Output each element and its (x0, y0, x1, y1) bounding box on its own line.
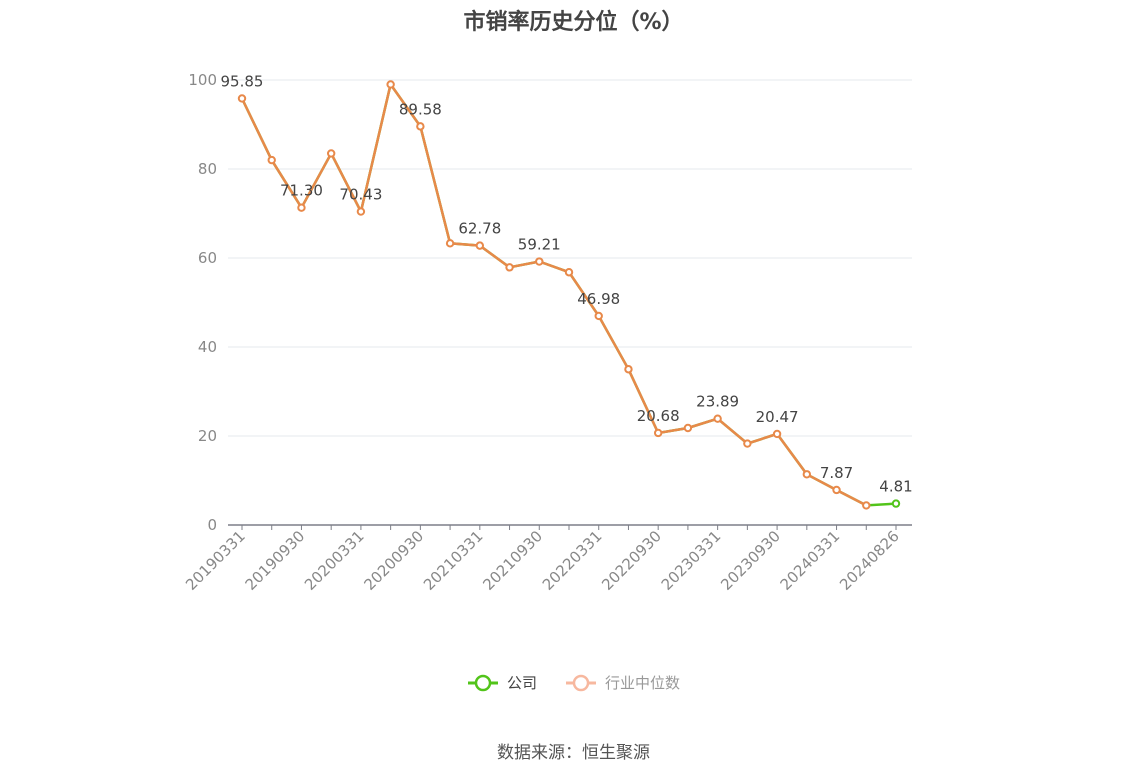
legend: 公司 行业中位数 (0, 672, 1147, 693)
data-point-company (594, 311, 603, 321)
y-tick-label: 40 (198, 338, 217, 356)
data-point-company (772, 429, 782, 439)
data-point-company (832, 485, 841, 495)
data-point-company (505, 263, 514, 272)
data-label: 7.87 (820, 464, 853, 482)
x-tick-label: 20200331 (301, 527, 368, 594)
legend-item-company[interactable]: 公司 (467, 672, 537, 693)
x-tick-label: 20190331 (182, 527, 249, 594)
data-label: 20.68 (637, 407, 680, 425)
y-tick-label: 80 (198, 160, 217, 178)
legend-item-industry[interactable]: 行业中位数 (565, 672, 680, 693)
data-point-company (326, 149, 336, 158)
data-point-company (802, 470, 812, 479)
x-tick-label: 20220331 (539, 527, 606, 594)
x-tick-label: 20230930 (717, 527, 784, 594)
data-point-company (862, 501, 871, 510)
data-label: 46.98 (577, 290, 620, 308)
data-point-company (624, 365, 633, 374)
y-tick-label: 60 (198, 249, 217, 267)
data-point-company (297, 203, 306, 212)
data-label: 70.43 (339, 186, 382, 204)
data-label: 71.30 (280, 182, 323, 200)
data-point-company (445, 239, 455, 248)
chart-title: 市销率历史分位（%） (463, 10, 684, 35)
x-tick-label: 20220930 (598, 527, 665, 594)
legend-industry-label: 行业中位数 (605, 674, 681, 692)
data-label: 59.21 (518, 236, 561, 254)
data-point-company (564, 268, 574, 277)
series-line-industry (240, 81, 867, 507)
data-point-company (356, 207, 366, 216)
data-point-company (475, 241, 485, 250)
data-point-company (743, 439, 752, 448)
data-label: 62.78 (458, 220, 501, 238)
data-label: 95.85 (221, 72, 264, 90)
data-label: 89.58 (399, 100, 442, 118)
x-tick-label: 20240331 (777, 527, 844, 594)
data-point-company (267, 155, 276, 165)
data-source: 数据来源：恒生聚源 (497, 743, 650, 763)
data-label: 4.81 (879, 478, 912, 496)
data-point-company (713, 414, 722, 423)
y-tick-label: 100 (188, 71, 217, 89)
x-tick-label: 20190930 (242, 527, 309, 594)
series-line-company (240, 81, 897, 507)
legend-company-label: 公司 (506, 674, 537, 692)
y-tick-label: 0 (207, 516, 217, 534)
data-point-company (683, 423, 693, 433)
data-point-company (891, 499, 901, 508)
data-point-company (653, 428, 663, 438)
legend-industry-marker-icon (566, 674, 596, 691)
data-label: 23.89 (696, 393, 739, 411)
x-tick-label: 20210930 (479, 527, 546, 594)
x-tick-label: 20200930 (360, 527, 427, 594)
data-label: 20.47 (756, 408, 799, 426)
x-tick-label: 20210331 (420, 527, 487, 594)
x-tick-label: 20230331 (658, 527, 725, 594)
data-point-company (237, 94, 247, 103)
x-tick-label: 20240826 (836, 527, 903, 594)
data-point-company (416, 122, 425, 131)
y-tick-label: 20 (198, 427, 217, 445)
legend-company-marker-icon (467, 674, 498, 691)
data-point-company (535, 257, 544, 266)
data-point-company (386, 80, 395, 89)
